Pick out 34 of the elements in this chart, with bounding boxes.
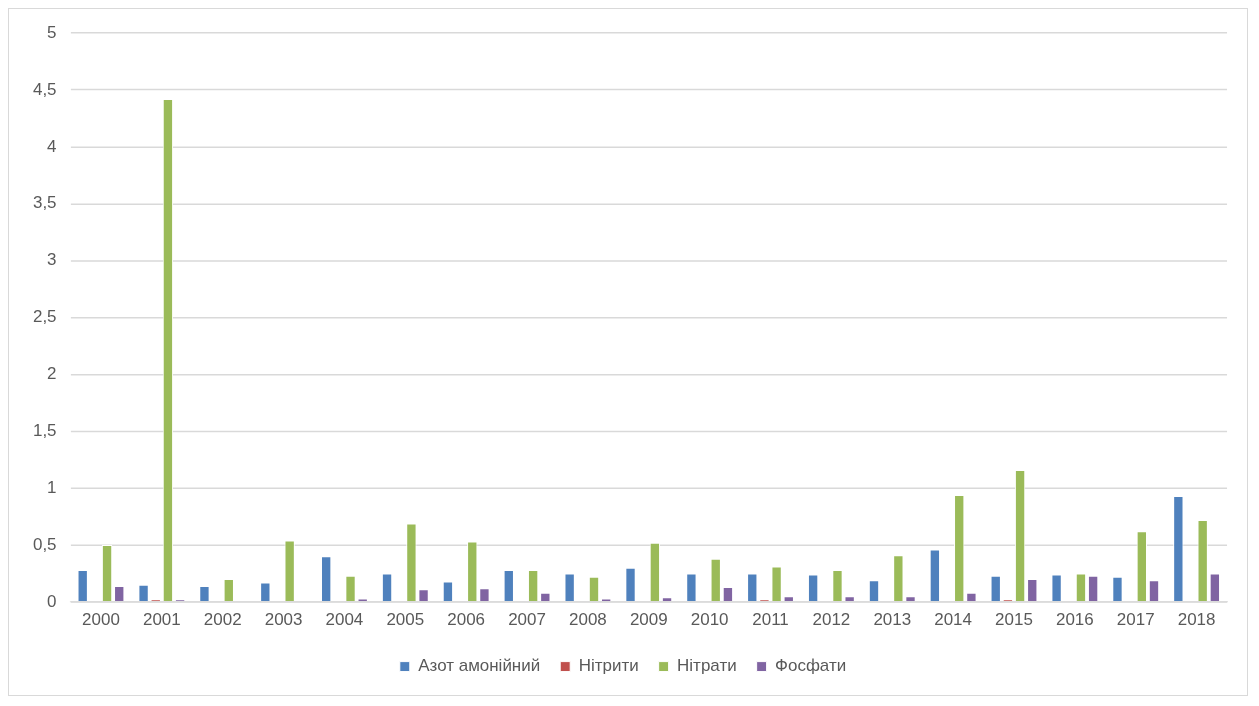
x-tick-label: 2003 (264, 609, 303, 629)
y-tick-label: 5 (47, 22, 57, 42)
x-tick-label: 2008 (569, 609, 607, 629)
y-tick-label: 1,5 (32, 420, 57, 440)
x-tick-label: 2006 (447, 609, 486, 629)
x-tick-label: 2014 (934, 609, 972, 629)
x-tick-label: 2000 (82, 609, 120, 629)
legend-label: Нітрати (677, 656, 737, 676)
x-tick-label: 2018 (1177, 609, 1216, 629)
y-tick-label: 3,5 (32, 193, 57, 213)
y-tick-label: 0,5 (32, 534, 57, 554)
y-tick-label: 4 (47, 136, 57, 156)
x-tick-label: 2015 (995, 609, 1033, 629)
legend-label: Фосфати (775, 656, 847, 676)
legend-label: Нітрити (578, 656, 639, 676)
x-tick-label: 2011 (752, 609, 789, 629)
legend-label: Азот амонійний (418, 656, 541, 676)
x-tick-label: 2001 (142, 609, 181, 629)
x-tick-label: 2017 (1116, 609, 1155, 629)
x-tick-label: 2005 (386, 609, 425, 629)
y-tick-label: 2 (47, 364, 57, 384)
y-tick-label: 0 (47, 591, 57, 611)
x-tick-label: 2010 (690, 609, 729, 629)
y-tick-label: 1 (47, 477, 57, 497)
x-tick-label: 2002 (203, 609, 242, 629)
y-tick-label: 4,5 (32, 79, 57, 99)
x-tick-label: 2013 (873, 609, 912, 629)
x-tick-label: 2004 (325, 609, 364, 629)
y-tick-label: 2,5 (32, 307, 57, 327)
y-tick-label: 3 (47, 250, 57, 270)
x-tick-label: 2009 (629, 609, 668, 629)
x-tick-label: 2016 (1055, 609, 1094, 629)
x-tick-label: 2012 (812, 609, 851, 629)
x-tick-label: 2007 (508, 609, 546, 629)
